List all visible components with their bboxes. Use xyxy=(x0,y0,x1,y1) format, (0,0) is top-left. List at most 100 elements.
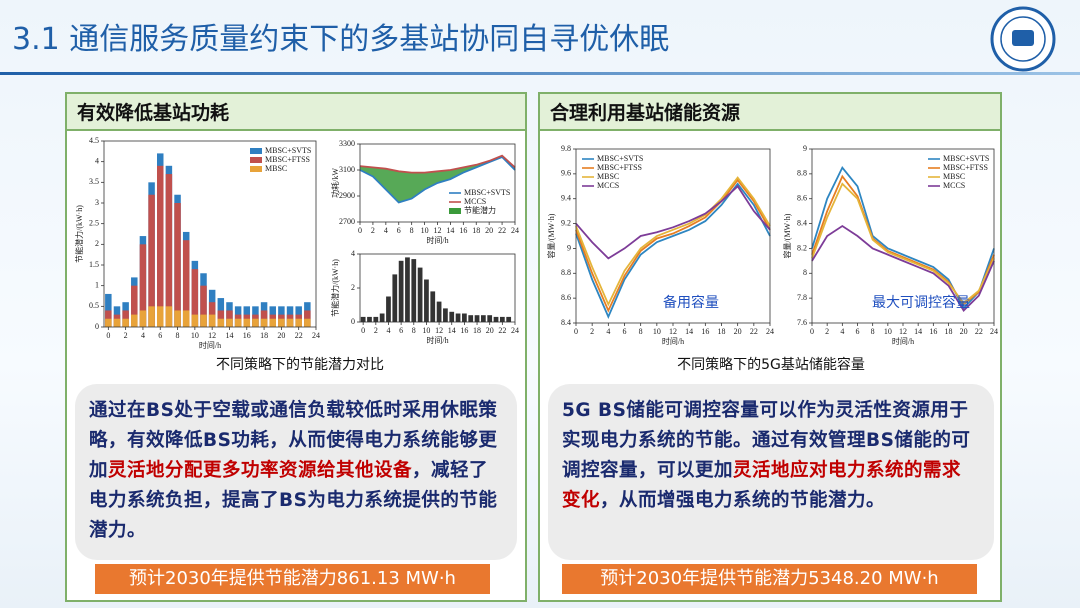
bar xyxy=(252,318,259,327)
text-segment: ，从而增强电力系统的节能潜力。 xyxy=(600,490,886,511)
bar xyxy=(234,318,242,327)
line xyxy=(575,178,771,313)
x-tick-label: 4 xyxy=(386,326,390,335)
bar xyxy=(105,318,112,327)
x-tick-label: 22 xyxy=(750,327,758,336)
bar xyxy=(174,310,181,327)
x-tick-label: 14 xyxy=(448,326,456,335)
line xyxy=(811,165,995,310)
figure-caption: 不同策略下的5G基站储能容量 xyxy=(677,357,865,373)
bar xyxy=(373,316,379,322)
x-tick-label: 16 xyxy=(459,226,467,235)
x-tick-label: 12 xyxy=(208,331,216,340)
bar xyxy=(480,315,486,322)
y-tick-label: 3300 xyxy=(339,139,355,148)
bar xyxy=(367,316,372,322)
y-tick-label: 4.5 xyxy=(89,136,99,145)
x-tick-label: 20 xyxy=(277,331,285,340)
y-tick-label: 0 xyxy=(351,317,355,326)
bar xyxy=(217,318,225,327)
footer-bar: 预计2030年提供节能潜力861.13 MW·h xyxy=(95,564,490,594)
x-tick-label: 10 xyxy=(191,331,199,340)
bar xyxy=(157,306,164,327)
x-tick-label: 0 xyxy=(810,327,814,336)
text-segment: 灵活地分配更多功率资源给其他设备 xyxy=(108,460,413,481)
legend-label: MBSC xyxy=(597,172,619,181)
legend-label: MBSC+SVTS xyxy=(464,188,510,197)
legend-label: MBSC+SVTS xyxy=(597,154,643,163)
y-tick-label: 8.6 xyxy=(797,194,807,203)
x-tick-label: 18 xyxy=(473,326,481,335)
y-tick-label: 7.6 xyxy=(797,318,807,327)
legend-swatch xyxy=(250,157,262,163)
x-tick-label: 8 xyxy=(639,327,643,336)
x-tick-label: 22 xyxy=(498,326,506,335)
y-tick-label: 8.8 xyxy=(797,169,807,178)
bar xyxy=(474,315,480,322)
bar xyxy=(165,306,173,327)
bar xyxy=(499,316,505,322)
x-tick-label: 14 xyxy=(446,226,454,235)
y-tick-label: 9.4 xyxy=(561,194,571,203)
x-axis-label: 时间/h xyxy=(199,340,221,350)
bar xyxy=(360,316,366,322)
title-rule xyxy=(0,72,1080,75)
bar xyxy=(462,313,467,322)
x-tick-label: 16 xyxy=(701,327,709,336)
bar xyxy=(449,311,455,322)
line xyxy=(575,176,771,307)
x-tick-label: 8 xyxy=(412,326,416,335)
line xyxy=(359,154,516,174)
x-tick-label: 22 xyxy=(295,331,303,340)
x-tick-label: 2 xyxy=(124,331,128,340)
panel-heading: 合理利用基站储能资源 xyxy=(540,94,1000,131)
bar xyxy=(122,318,129,327)
legend-label: MBSC+FTSS xyxy=(597,163,642,172)
y-tick-label: 9 xyxy=(803,144,807,153)
y-tick-label: 0 xyxy=(95,322,99,331)
y-tick-label: 9.2 xyxy=(561,218,571,227)
bar xyxy=(182,240,190,327)
x-axis-label: 时间/h xyxy=(426,335,448,345)
y-tick-label: 2 xyxy=(351,283,355,292)
x-tick-label: 8 xyxy=(176,331,180,340)
bar xyxy=(200,285,207,327)
bar xyxy=(295,318,302,327)
y-tick-label: 0.5 xyxy=(89,301,99,310)
x-tick-label: 10 xyxy=(421,226,429,235)
y-tick-label: 2.5 xyxy=(89,218,99,227)
x-tick-label: 4 xyxy=(384,226,388,235)
bar xyxy=(269,318,276,327)
slide-title: 3.1 通信服务质量约束下的多基站协同自寻优休眠 xyxy=(12,22,670,57)
x-tick-label: 6 xyxy=(856,327,860,336)
x-tick-label: 20 xyxy=(485,226,493,235)
bar xyxy=(392,274,398,322)
bar xyxy=(286,318,294,327)
x-tick-label: 14 xyxy=(685,327,693,336)
y-axis-label: 功耗/kW xyxy=(330,168,340,198)
y-tick-label: 4 xyxy=(351,249,355,258)
plot-frame xyxy=(811,148,995,324)
legend-swatch xyxy=(449,208,461,214)
x-tick-label: 6 xyxy=(623,327,627,336)
x-tick-label: 14 xyxy=(225,331,233,340)
x-tick-label: 8 xyxy=(410,226,414,235)
chart: 7.67.888.28.48.68.890 2 4 6 8 10 12 14 16 18 20 22 2… xyxy=(778,143,1000,347)
legend-label: MBSC+SVTS xyxy=(265,146,311,155)
x-tick-label: 24 xyxy=(766,327,774,336)
y-tick-label: 2 xyxy=(95,239,99,248)
x-tick-label: 2 xyxy=(374,326,378,335)
y-tick-label: 2900 xyxy=(339,191,355,200)
legend-swatch xyxy=(250,148,262,154)
y-tick-label: 9.6 xyxy=(561,169,571,178)
y-tick-label: 8.8 xyxy=(561,268,571,277)
legend-label: MBSC+FTSS xyxy=(265,155,310,164)
x-tick-label: 18 xyxy=(718,327,726,336)
annotation: 最大可调控容量 xyxy=(872,294,970,311)
chart: 00.511.522.533.544.50 2 4 6 8 10 12 14 16 18 20 22 2… xyxy=(70,133,322,351)
bar xyxy=(208,314,216,327)
legend-label: MCCS xyxy=(597,181,619,190)
x-tick-label: 10 xyxy=(653,327,661,336)
legend-label: MBSC xyxy=(265,164,287,173)
